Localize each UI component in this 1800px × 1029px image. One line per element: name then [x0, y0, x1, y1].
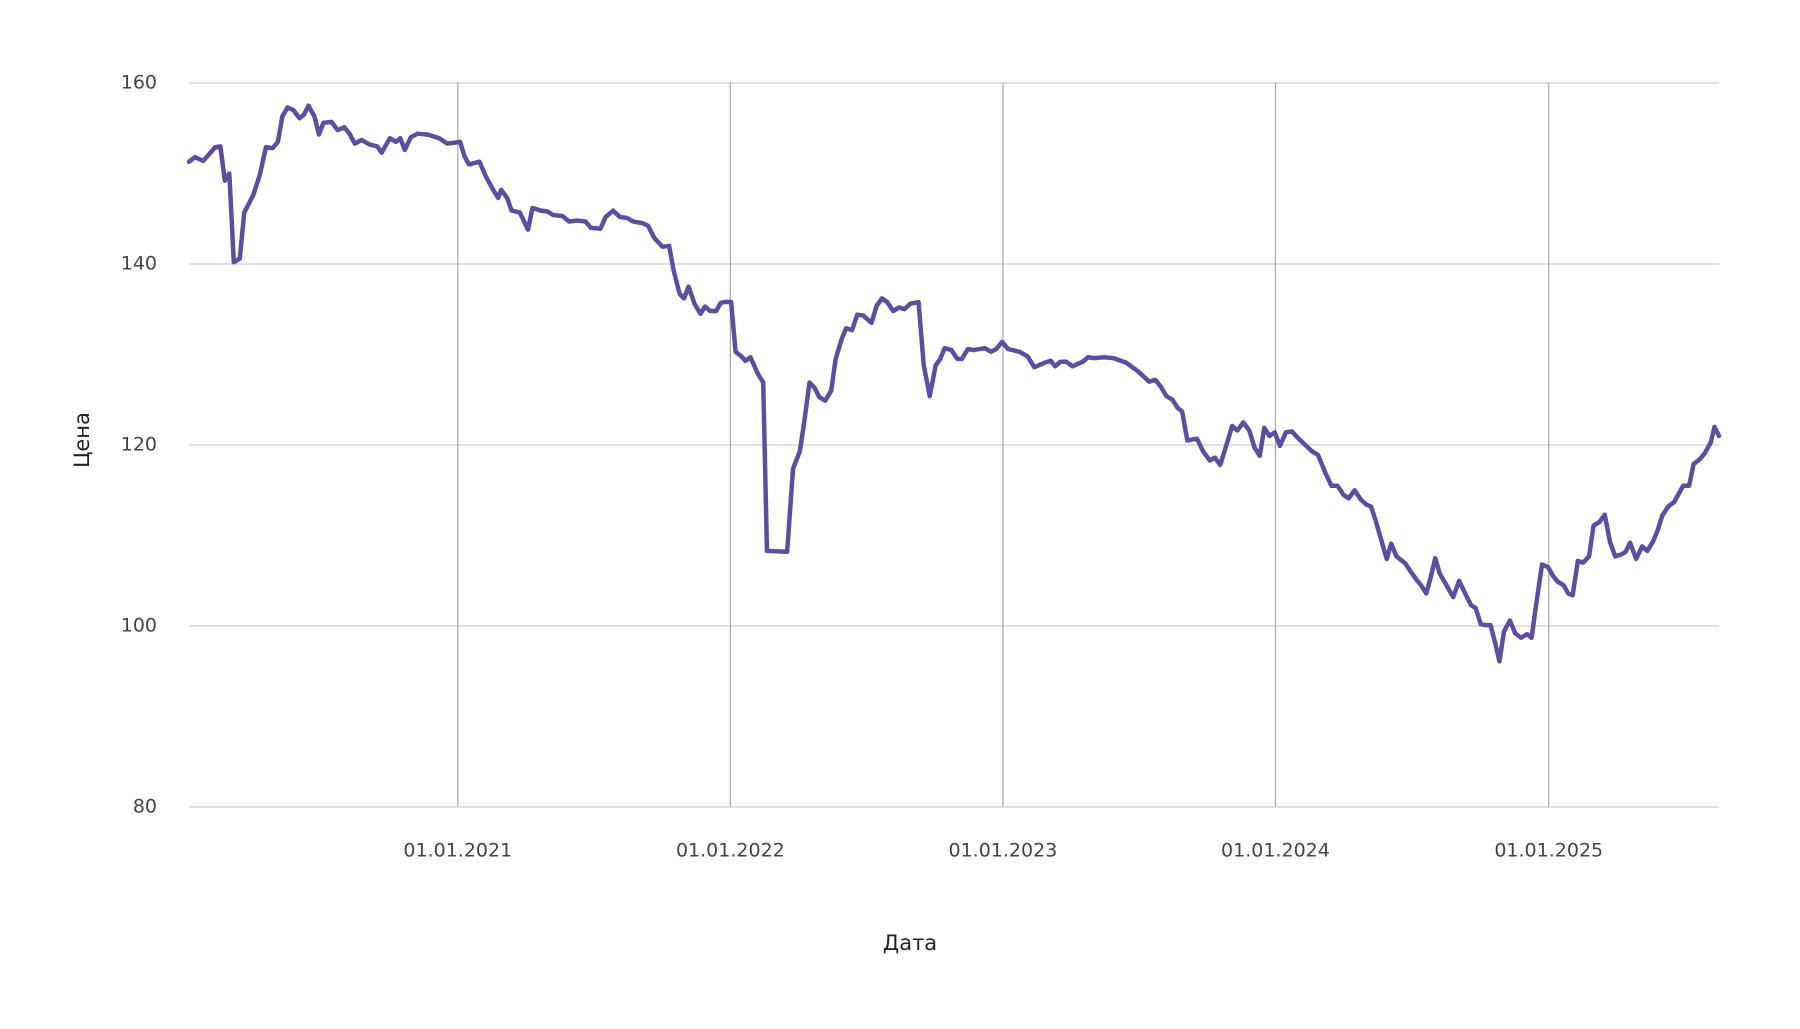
x-tick-label: 01.01.2023 — [949, 840, 1058, 862]
x-tick-label: 01.01.2024 — [1221, 840, 1330, 862]
y-tick-label: 140 — [121, 253, 157, 275]
x-axis-title: Дата — [883, 931, 937, 955]
x-tick-label: 01.01.2025 — [1494, 840, 1603, 862]
y-tick-label: 120 — [121, 434, 157, 456]
y-tick-label: 80 — [133, 796, 157, 818]
price-line — [186, 103, 1722, 664]
y-axis-title: Цена — [70, 412, 94, 468]
y-tick-label: 160 — [121, 72, 157, 94]
x-tick-label: 01.01.2022 — [676, 840, 785, 862]
y-tick-label: 100 — [121, 615, 157, 637]
x-tick-label: 01.01.2021 — [403, 840, 512, 862]
